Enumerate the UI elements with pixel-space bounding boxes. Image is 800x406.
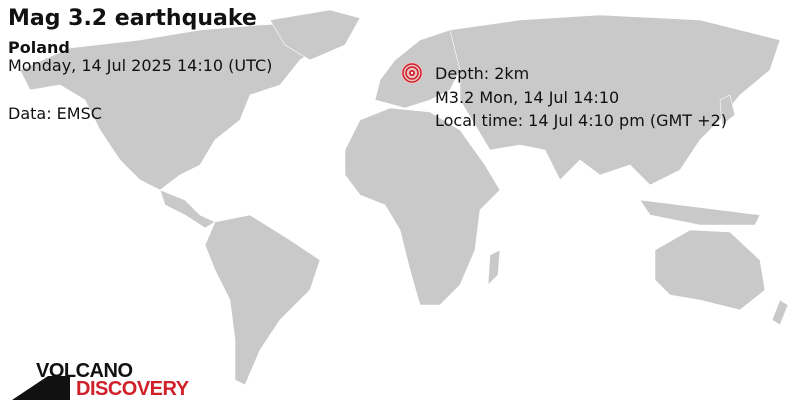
local-time: Local time: 14 Jul 4:10 pm (GMT +2) [435, 111, 727, 130]
volcano-icon [12, 376, 70, 400]
quake-summary: M3.2 Mon, 14 Jul 14:10 [435, 88, 620, 107]
south-america [204, 214, 321, 386]
greenland [269, 9, 361, 61]
asia [449, 14, 781, 186]
logo-line1: VOLCANO [36, 360, 133, 382]
epicenter-rings-icon [401, 62, 423, 84]
north-america [19, 21, 331, 191]
volcanodiscovery-logo[interactable]: VOLCANO DISCOVERY [10, 360, 200, 404]
data-source: Data: EMSC [8, 104, 102, 123]
page-title: Mag 3.2 earthquake [8, 6, 257, 31]
africa [344, 107, 501, 306]
madagascar [487, 249, 501, 286]
southeast-asia-islands [639, 199, 761, 226]
japan [719, 94, 736, 126]
logo-line2: DISCOVERY [76, 378, 189, 400]
central-america [159, 189, 216, 229]
continents [19, 9, 789, 386]
australia [654, 229, 766, 311]
event-datetime: Monday, 14 Jul 2025 14:10 (UTC) [8, 56, 273, 75]
depth-label: Depth: 2km [435, 64, 530, 83]
region-label: Poland [8, 38, 70, 57]
new-zealand [771, 299, 789, 326]
